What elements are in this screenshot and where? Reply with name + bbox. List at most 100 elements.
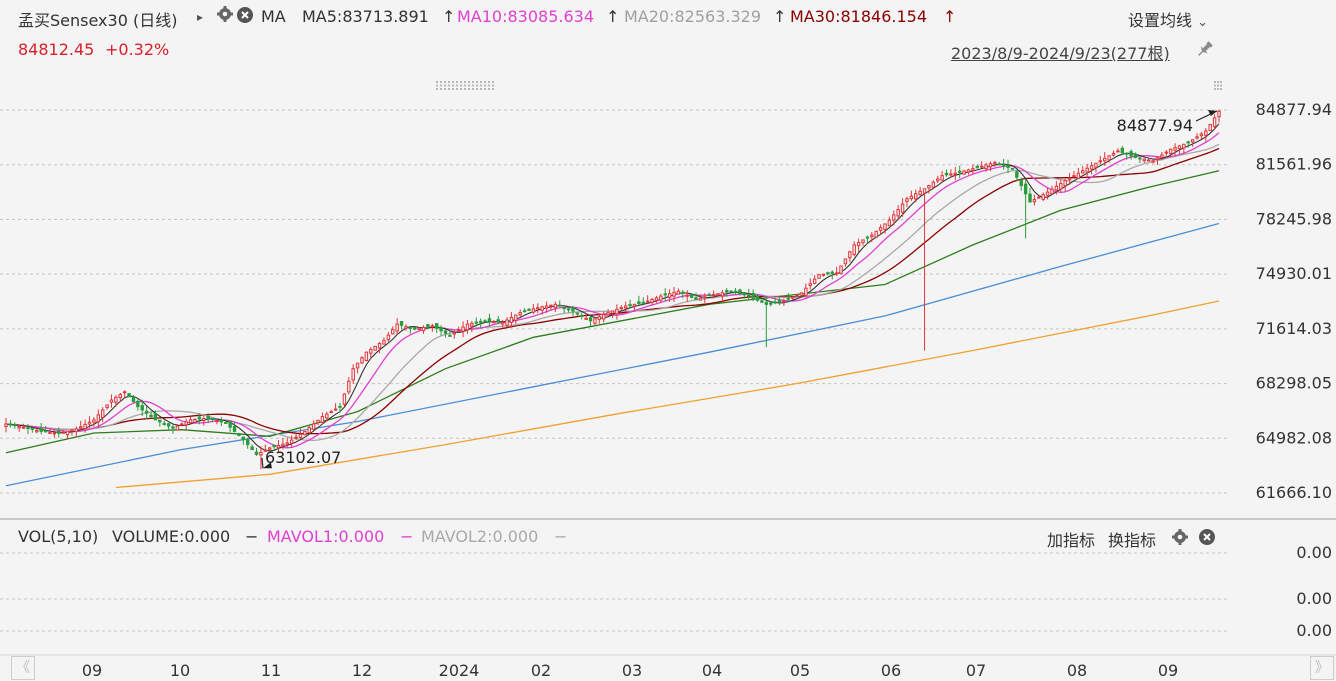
candle-body <box>518 312 522 316</box>
candle-body <box>144 410 149 414</box>
low-arrow-head <box>262 462 272 469</box>
candle-body <box>448 334 452 337</box>
close-icon[interactable] <box>237 7 253 27</box>
date-range[interactable]: 2023/8/9-2024/9/23(277根) <box>951 44 1170 63</box>
candle-body <box>725 289 729 293</box>
gear-icon[interactable] <box>216 5 234 27</box>
y-tick-label: 81561.96 <box>1256 155 1332 174</box>
candle-body <box>109 399 114 403</box>
switch-indicator-button[interactable]: 换指标 <box>1108 531 1157 550</box>
drag-handle-dot <box>476 81 478 83</box>
candle-body <box>645 300 650 303</box>
candle-body <box>338 405 342 408</box>
drag-handle-dot <box>480 81 482 83</box>
candle-body <box>355 362 360 369</box>
candle-body <box>492 321 496 324</box>
candle-body <box>685 294 689 297</box>
candle-body <box>821 273 826 276</box>
candle-body <box>773 301 777 304</box>
x-tick-label: 02 <box>531 661 551 680</box>
y-tick-label: 78245.98 <box>1256 209 1332 228</box>
candle-body <box>333 408 338 411</box>
candle-body <box>430 325 435 328</box>
candle-body <box>114 396 118 403</box>
candle-body <box>1195 136 1199 139</box>
add-indicator-button[interactable]: 加指标 <box>1047 531 1096 550</box>
pin-icon[interactable] <box>1196 40 1214 62</box>
drag-handle-dot <box>1214 88 1216 90</box>
candle-body <box>215 420 219 423</box>
candle-body <box>1085 167 1089 173</box>
drag-handle-dot <box>484 88 486 90</box>
candles <box>4 110 1221 470</box>
candle-body <box>790 296 795 299</box>
scroll-right-button[interactable]: 》 <box>1310 656 1334 680</box>
candle-body <box>219 419 224 423</box>
candle-body <box>615 308 619 315</box>
candle-body <box>180 423 184 426</box>
scroll-left-button[interactable]: 《 <box>11 656 35 680</box>
candle-body <box>35 429 39 433</box>
candle-body <box>812 278 817 284</box>
candle-body <box>166 423 171 427</box>
drag-handle-dot <box>476 84 478 87</box>
candle-body <box>206 415 210 419</box>
candle-body <box>382 340 386 345</box>
drag-handle-dot <box>480 88 482 90</box>
candle-body <box>1019 179 1023 187</box>
candle-body <box>566 308 571 311</box>
candle-body <box>905 198 909 202</box>
candle-body <box>975 165 979 168</box>
candle-body <box>1199 133 1204 137</box>
candle-body <box>342 393 347 405</box>
candle-body <box>452 332 456 335</box>
candle-body <box>1089 165 1094 170</box>
drag-handle-dot <box>464 81 466 83</box>
ma-settings-button[interactable]: 设置均线 ⌄ <box>1128 7 1208 31</box>
candle-body <box>971 168 975 171</box>
price-change: +0.32% <box>105 40 170 59</box>
candle-body <box>351 368 355 381</box>
candle-body <box>1190 139 1195 143</box>
candle-body <box>272 444 276 448</box>
candle-body <box>1124 152 1129 155</box>
candle-body <box>839 265 843 274</box>
indicator-gear-icon[interactable] <box>1171 528 1189 550</box>
candle-body <box>659 295 663 301</box>
candle-body <box>131 396 136 403</box>
drag-handle-dot <box>492 88 494 90</box>
candle-body <box>993 161 997 165</box>
candle-body <box>966 169 971 173</box>
candle-body <box>360 357 364 364</box>
candle-body <box>896 208 900 217</box>
candle-body <box>311 423 316 430</box>
candle-body <box>184 421 188 426</box>
candle-body <box>158 419 162 423</box>
high-arrow-head <box>1208 110 1217 116</box>
candle-body <box>65 430 70 436</box>
candle-body <box>1133 153 1138 158</box>
drag-handle-dot <box>444 81 446 83</box>
drag-handle-dot <box>1217 81 1219 83</box>
ma30-line <box>5 147 1220 435</box>
candle-body <box>1142 158 1146 162</box>
candle-body <box>246 439 250 446</box>
volume-tick-label: 0.00 <box>1296 589 1332 608</box>
y-tick-label: 61666.10 <box>1256 483 1332 502</box>
y-tick-label: 74930.01 <box>1256 264 1332 283</box>
drag-handle-dot <box>448 81 450 83</box>
candle-body <box>777 299 782 303</box>
ma10-arrow: ↑ <box>606 7 620 26</box>
ma60-line <box>5 170 1220 454</box>
drag-handle-dot <box>456 84 458 87</box>
indicator-close-icon[interactable] <box>1199 529 1215 549</box>
x-axis: 09 10 11 12 2024 02 03 04 05 06 07 08 09 <box>82 661 1178 680</box>
drag-handle-dot <box>452 84 454 87</box>
candle-body <box>786 297 791 300</box>
drag-handle-dot <box>448 84 450 87</box>
play-icon[interactable]: ▸ <box>197 10 204 24</box>
candle-body <box>391 329 395 335</box>
candle-body <box>672 291 676 297</box>
candle-body <box>852 244 856 256</box>
